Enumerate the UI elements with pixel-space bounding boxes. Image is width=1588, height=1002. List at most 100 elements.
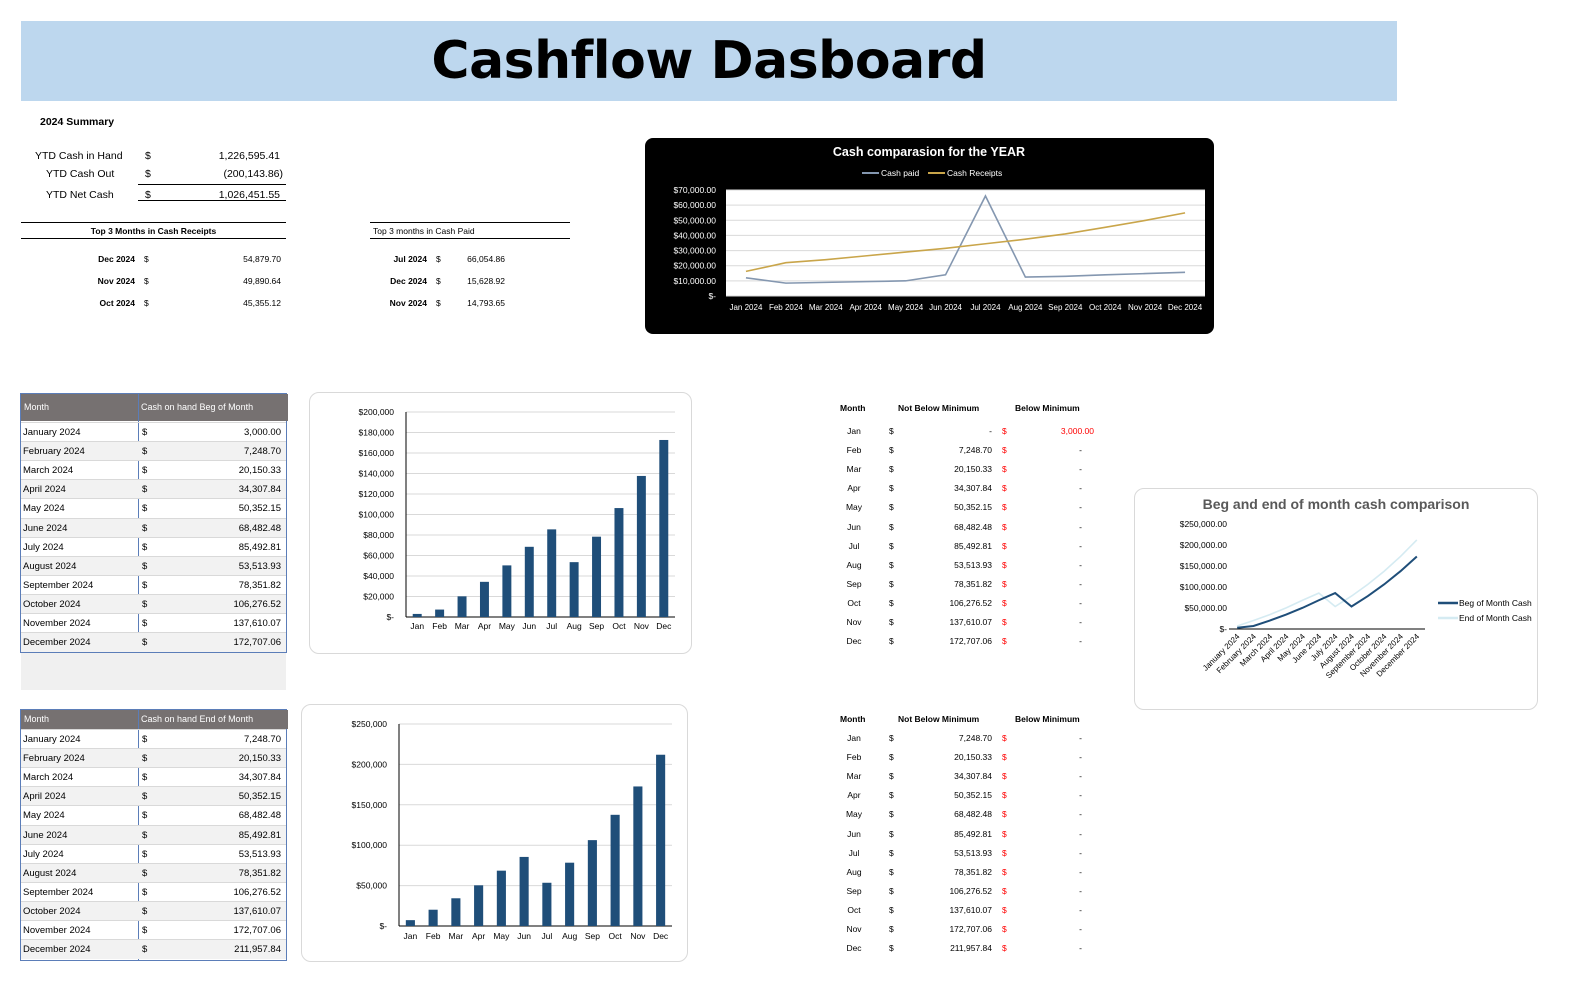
x-tick-label: Jan bbox=[404, 931, 418, 941]
table-row: December 2024 $211,957.84 bbox=[21, 939, 286, 960]
bar bbox=[496, 870, 506, 926]
bar bbox=[614, 508, 624, 617]
row-month: September 2024 bbox=[23, 579, 94, 591]
paid-currency: $ bbox=[436, 276, 441, 286]
row-currency: $ bbox=[142, 905, 148, 917]
min-row-below: - bbox=[1079, 885, 1082, 896]
row-currency: $ bbox=[142, 522, 148, 534]
min-row-currency2: $ bbox=[1002, 733, 1007, 743]
y-tick-label: $200,000 bbox=[359, 407, 395, 417]
table-row: April 2024 $34,307.84 bbox=[21, 479, 286, 500]
column-header-month: Month bbox=[840, 714, 866, 724]
table-row: November 2024 $137,610.07 bbox=[21, 613, 286, 633]
min-row-month: Jan bbox=[847, 426, 861, 436]
x-tick-label: Oct bbox=[612, 621, 626, 631]
table-header-cash: Cash on hand Beg of Month bbox=[139, 394, 288, 421]
table-row: September 2024 $78,351.82 bbox=[21, 574, 286, 595]
beg-end-svg: Beg and end of month cash comparison $- $5… bbox=[1180, 496, 1532, 680]
min-row-currency: $ bbox=[889, 733, 894, 743]
min-row-month: Mar bbox=[846, 771, 862, 782]
paid-month: Jul 2024 bbox=[393, 254, 427, 264]
end-month-table: Month Cash on hand End of Month January … bbox=[20, 709, 288, 961]
x-tick-label: Mar bbox=[455, 621, 470, 631]
page-title: Cashflow Dasboard bbox=[431, 31, 987, 91]
y-tick-label: $30,000.00 bbox=[673, 246, 716, 256]
x-tick-label: Aug 2024 bbox=[1008, 303, 1043, 312]
summary-heading: 2024 Summary bbox=[40, 116, 115, 128]
min-row-below: - bbox=[1079, 521, 1082, 532]
min-row-not-below: 7,248.70 bbox=[958, 733, 992, 743]
min-row-month: Oct bbox=[847, 597, 861, 608]
row-value: 50,352.15 bbox=[238, 503, 281, 515]
row-value: 68,482.48 bbox=[238, 522, 281, 534]
min-row-currency2: $ bbox=[1002, 943, 1007, 954]
series-line-cash-paid bbox=[745, 194, 1186, 284]
x-tick-label: Jun bbox=[522, 621, 536, 631]
min-row-month: Oct bbox=[847, 904, 861, 915]
min-row-currency: $ bbox=[889, 502, 894, 513]
min-row-below: - bbox=[1079, 752, 1082, 763]
row-currency: $ bbox=[142, 886, 148, 898]
paid-value: 14,793.65 bbox=[467, 298, 505, 308]
min-row-currency2: $ bbox=[1002, 828, 1007, 839]
row-currency: $ bbox=[142, 810, 148, 822]
x-tick-label: Jun bbox=[517, 931, 531, 941]
x-tick-label: Jan bbox=[410, 621, 424, 631]
bar bbox=[405, 920, 415, 926]
row-value: 137,610.07 bbox=[233, 905, 281, 917]
y-tick-label: $80,000 bbox=[363, 530, 394, 540]
bar bbox=[633, 786, 643, 926]
x-tick-label: Sep bbox=[589, 621, 604, 631]
row-currency: $ bbox=[142, 560, 148, 572]
y-tick-label: $100,000 bbox=[359, 510, 395, 520]
y-tick-label: $100,000 bbox=[352, 840, 388, 850]
row-value: 34,307.84 bbox=[238, 484, 281, 496]
row-currency: $ bbox=[142, 503, 148, 515]
table-row: March 2024 $34,307.84 bbox=[21, 767, 286, 787]
min-row-below: - bbox=[1079, 866, 1082, 877]
y-tick-label: $60,000 bbox=[363, 551, 394, 561]
row-value: 78,351.82 bbox=[238, 579, 281, 591]
min-row-currency2: $ bbox=[1002, 502, 1007, 513]
row-currency: $ bbox=[142, 541, 148, 553]
min-row-currency: $ bbox=[889, 847, 894, 858]
x-tick-label: Feb bbox=[432, 621, 447, 631]
row-value: 50,352.15 bbox=[238, 791, 281, 803]
y-tick-label: $200,000 bbox=[352, 759, 388, 769]
x-tick-label: Dec bbox=[656, 621, 672, 631]
top-paid-heading: Top 3 months in Cash Paid bbox=[373, 226, 475, 236]
table-row: February 2024 $7,248.70 bbox=[21, 441, 286, 462]
row-currency: $ bbox=[142, 867, 148, 879]
y-tick-label: $150,000.00 bbox=[1180, 561, 1228, 571]
legend-label-cash-receipts: Cash Receipts bbox=[947, 168, 1002, 178]
row-currency: $ bbox=[142, 925, 148, 936]
min-row-not-below: 68,482.48 bbox=[954, 809, 992, 820]
min-row-month: Dec bbox=[846, 636, 862, 647]
row-currency: $ bbox=[142, 829, 148, 841]
top-receipts-heading: Top 3 Months in Cash Receipts bbox=[90, 226, 217, 236]
y-tick-label: $70,000.00 bbox=[673, 185, 716, 195]
min-row-month: May bbox=[845, 502, 863, 513]
y-tick-label: $- bbox=[708, 291, 716, 301]
receipt-month: Nov 2024 bbox=[97, 276, 135, 286]
plot-area bbox=[726, 190, 1205, 296]
min-row-currency2: $ bbox=[1002, 904, 1007, 915]
paid-month: Dec 2024 bbox=[390, 276, 427, 286]
x-tick-label: Jan 2024 bbox=[729, 303, 762, 312]
min-row-currency2: $ bbox=[1002, 578, 1007, 589]
min-row-currency2: $ bbox=[1002, 809, 1007, 820]
row-currency: $ bbox=[142, 848, 148, 860]
min-row-currency2: $ bbox=[1002, 597, 1007, 608]
row-month: May 2024 bbox=[23, 810, 65, 822]
y-tick-label: $40,000 bbox=[363, 571, 394, 581]
table-row: January 2024 $7,248.70 bbox=[21, 729, 286, 749]
min-row-currency: $ bbox=[889, 445, 894, 456]
x-tick-label: Jul bbox=[541, 931, 552, 941]
receipt-currency: $ bbox=[144, 276, 149, 286]
min-row-not-below: 34,307.84 bbox=[954, 483, 992, 494]
row-value: 211,957.84 bbox=[234, 944, 281, 956]
row-month: December 2024 bbox=[23, 944, 91, 956]
min-row-below: - bbox=[1079, 502, 1082, 513]
min-row-below: - bbox=[1079, 597, 1082, 608]
bar bbox=[524, 546, 534, 617]
